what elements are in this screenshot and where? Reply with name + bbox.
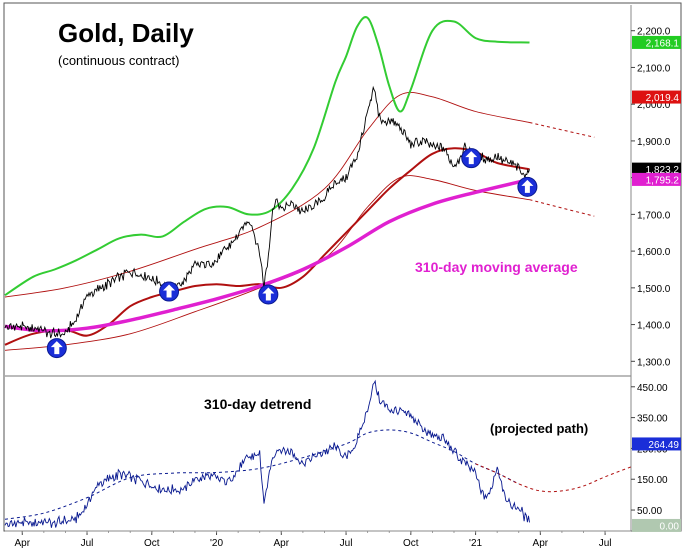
x-tick-label: Jul [340, 538, 353, 549]
chart-title: Gold, Daily [58, 18, 194, 48]
x-tick-label: Apr [274, 538, 290, 549]
detrend-y-tick-label: 150.00 [637, 475, 668, 486]
price-y-tick-label: 1,500.0 [637, 284, 671, 295]
detrend-value-badge: 0.00 [632, 518, 681, 532]
detrend-value-badge-label: 264.49 [648, 440, 679, 451]
price-value-badge: 1,795.2 [632, 172, 681, 186]
price-value-badge-bg [632, 90, 681, 104]
detrend-line [4, 379, 530, 528]
fitted-cycle-line [4, 429, 520, 520]
price-value-badge: 1,823.2 [632, 162, 681, 176]
ma310-line [4, 177, 530, 333]
x-tick-label: '20 [210, 538, 223, 549]
up-arrow-icon [465, 151, 478, 165]
detrend-value-badge: 264.49 [632, 437, 681, 451]
detrend-value-badge-bg [632, 437, 681, 451]
price-value-badge-bg [632, 35, 681, 49]
projection-annotation: (projected path) [490, 421, 589, 436]
detrend-value-badge-label: 0.00 [660, 521, 680, 532]
x-tick-label: '21 [469, 538, 482, 549]
detrend-y-tick-label: 50.00 [637, 506, 662, 517]
price-value-badge-label: 1,823.2 [646, 165, 680, 176]
detrend-panel [4, 379, 632, 528]
lower-band-projection [529, 199, 595, 217]
upper-band-line [4, 91, 530, 298]
axes: 1,300.01,400.01,500.01,600.01,700.01,800… [14, 27, 681, 549]
price-value-badge-label: 2,168.1 [646, 38, 680, 49]
gold-price-line [4, 85, 530, 339]
price-value-badge-bg [632, 162, 681, 176]
cycle-low-marker [461, 148, 482, 169]
price-y-tick-label: 2,000.0 [637, 100, 671, 111]
ma-annotation: 310-day moving average [415, 259, 578, 275]
price-value-badge: 2,019.4 [632, 90, 681, 104]
chart-subtitle: (continuous contract) [58, 53, 180, 68]
price-y-tick-label: 1,700.0 [637, 210, 671, 221]
up-arrow-icon [50, 341, 63, 355]
up-arrow-icon [262, 287, 275, 301]
price-value-badge-bg [632, 172, 681, 186]
cycle-low-marker [46, 338, 67, 359]
upper-band-projection [529, 122, 595, 138]
outer-border [3, 2, 682, 532]
price-panel [4, 16, 595, 359]
price-y-tick-label: 1,300.0 [637, 357, 671, 368]
x-tick-label: Apr [14, 538, 30, 549]
detrend-value-badge-bg [632, 518, 681, 532]
x-tick-label: Oct [144, 538, 160, 549]
price-value-badge-label: 2,019.4 [646, 93, 680, 104]
price-y-tick-label: 1,900.0 [637, 137, 671, 148]
price-value-badge: 2,168.1 [632, 35, 681, 49]
x-tick-label: Apr [533, 538, 549, 549]
detrend-y-tick-label: 450.00 [637, 383, 668, 394]
x-tick-label: Jul [81, 538, 94, 549]
price-value-badge-label: 1,795.2 [646, 175, 680, 186]
x-tick-label: Oct [403, 538, 419, 549]
price-y-tick-label: 2,200.0 [637, 27, 671, 38]
up-arrow-icon [163, 284, 176, 298]
detrend-y-tick-label: 350.00 [637, 414, 668, 425]
detrend-title: 310-day detrend [204, 396, 312, 412]
cycle-low-marker [517, 176, 538, 197]
cycle-low-marker [258, 284, 279, 305]
cycle-low-marker [159, 281, 180, 302]
price-y-tick-label: 1,600.0 [637, 247, 671, 258]
price-y-tick-label: 2,100.0 [637, 63, 671, 74]
x-tick-label: Jul [599, 538, 612, 549]
up-arrow-icon [521, 179, 534, 193]
price-y-tick-label: 1,400.0 [637, 321, 671, 332]
green-cycle-line [4, 16, 530, 297]
